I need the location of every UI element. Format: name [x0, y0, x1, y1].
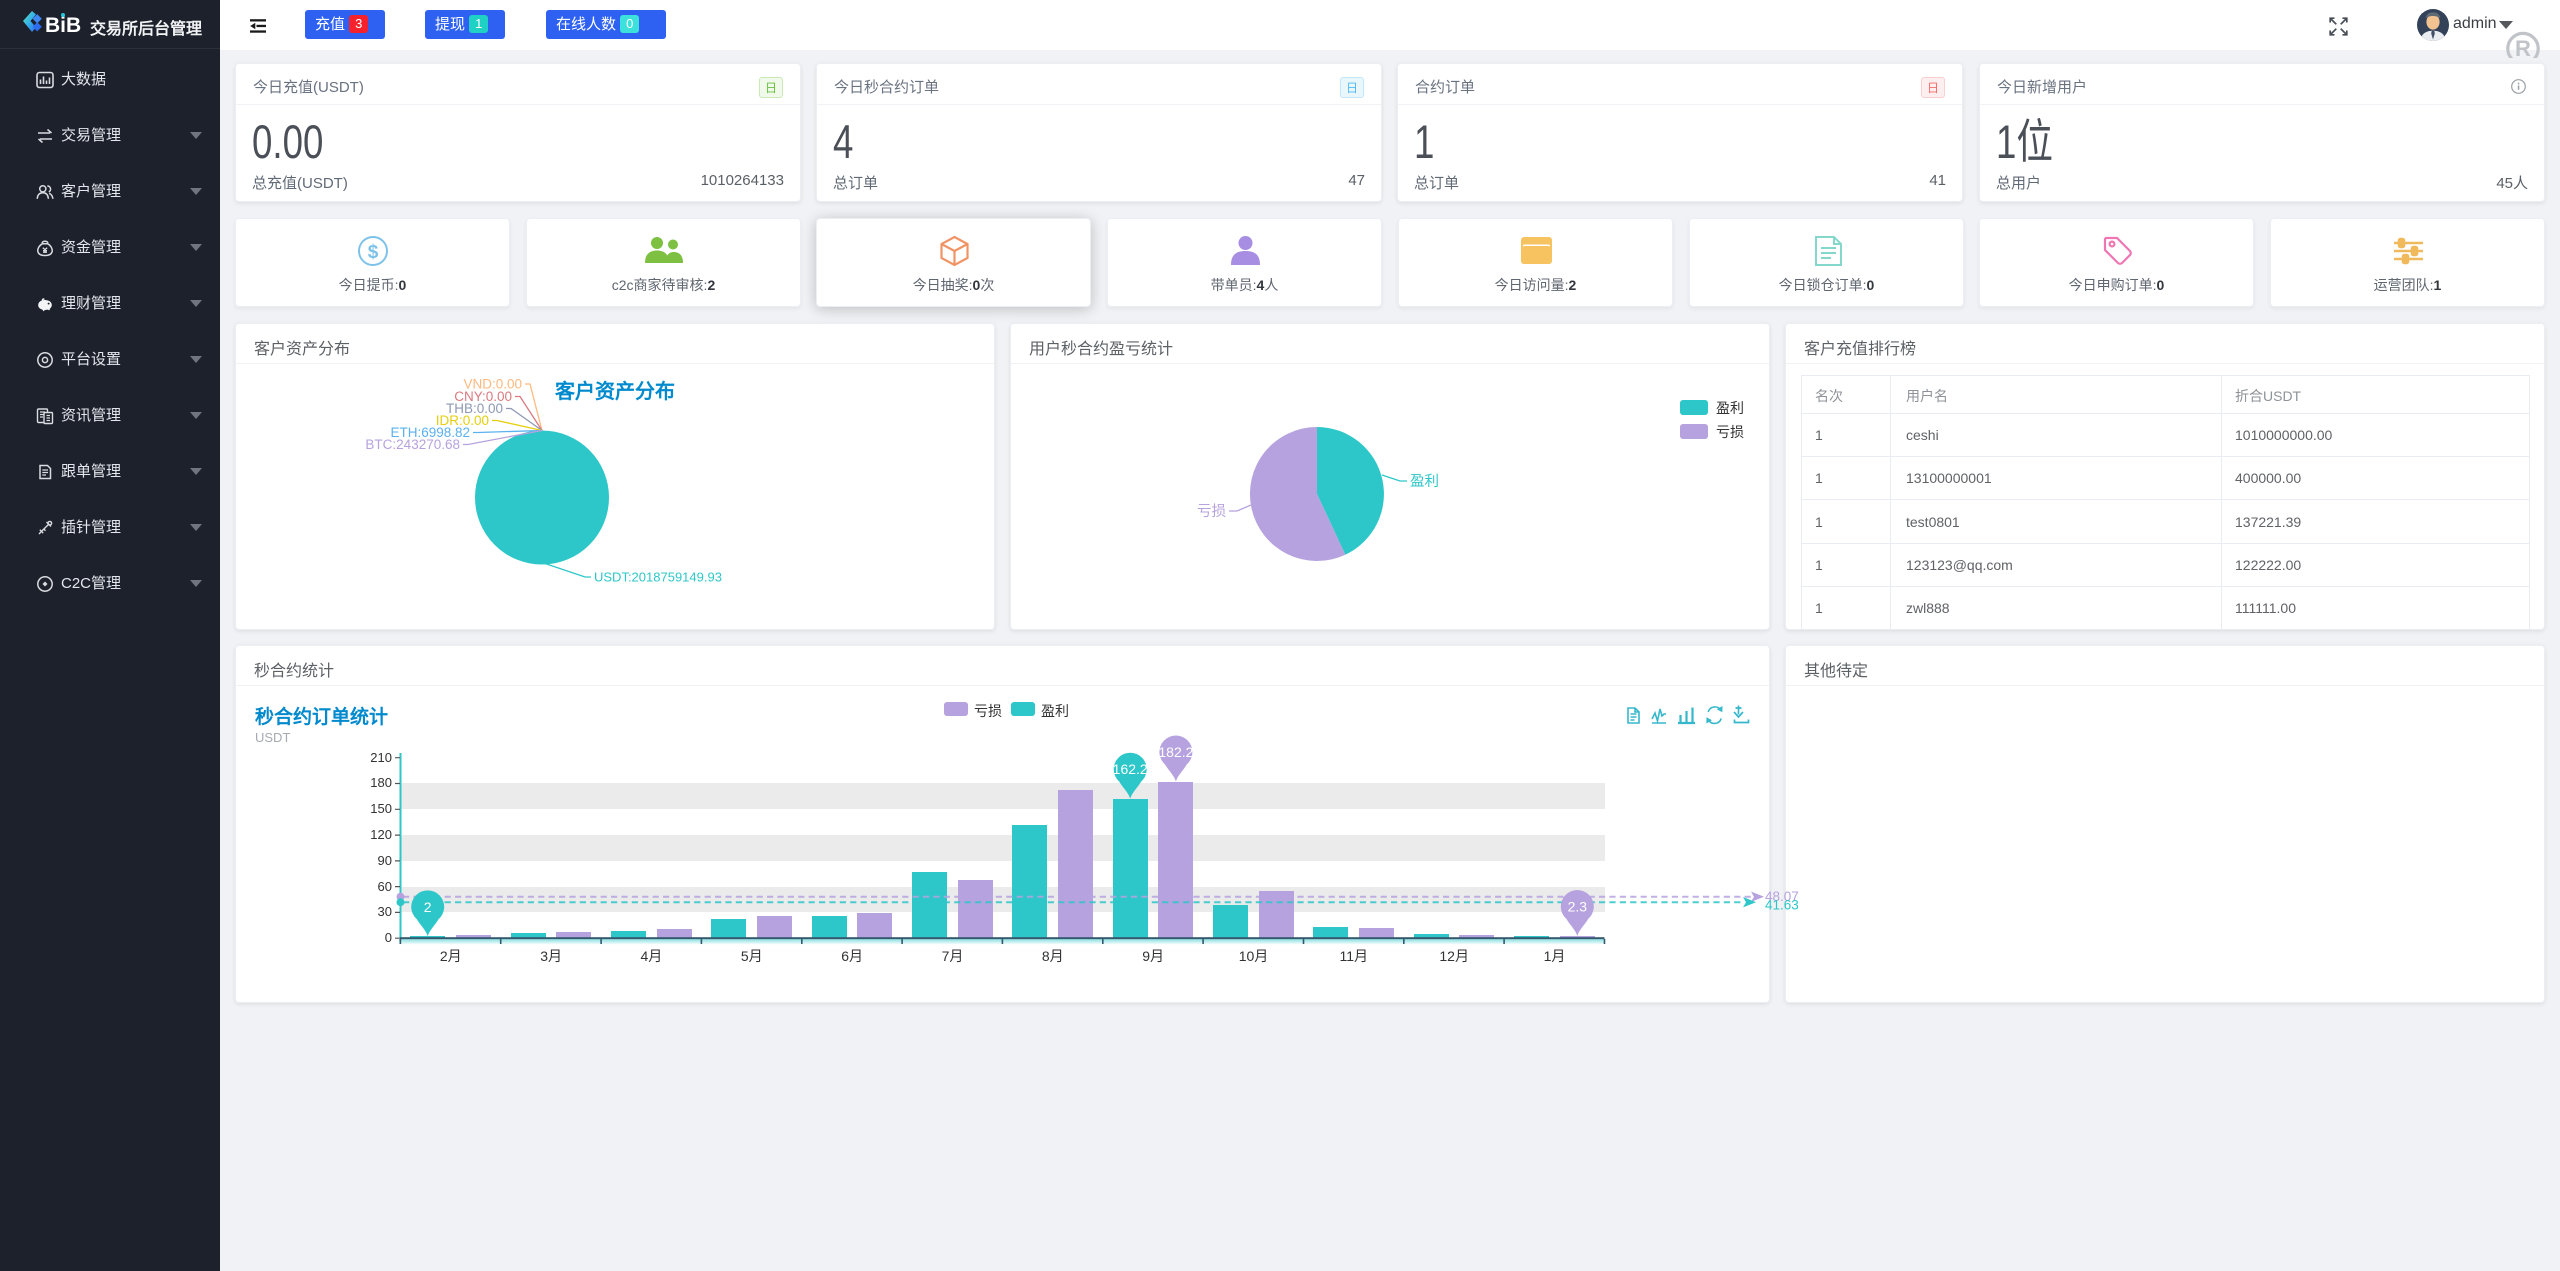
svg-text:客户资产分布: 客户资产分布	[554, 379, 675, 403]
svg-text:2: 2	[424, 899, 432, 915]
svg-text:亏损: 亏损	[1197, 503, 1226, 520]
svg-text:48.07: 48.07	[1765, 889, 1799, 904]
svg-text:R: R	[2515, 36, 2531, 58]
svg-text:ETH:6998.82: ETH:6998.82	[390, 425, 470, 440]
svg-text:盈利: 盈利	[1716, 400, 1744, 416]
svg-text:162.2: 162.2	[1113, 761, 1148, 777]
svg-text:182.2: 182.2	[1158, 744, 1193, 760]
svg-text:IDR:0.00: IDR:0.00	[436, 413, 489, 428]
svg-text:盈利: 盈利	[1410, 473, 1439, 490]
svg-text:41.63: 41.63	[1765, 898, 1799, 913]
svg-text:$: $	[368, 242, 379, 263]
svg-text:2.3: 2.3	[1568, 899, 1588, 915]
svg-text:CNY:0.00: CNY:0.00	[454, 389, 512, 404]
svg-text:VND:0.00: VND:0.00	[463, 377, 522, 392]
svg-text:USDT:2018759149.93: USDT:2018759149.93	[594, 570, 722, 585]
svg-text:亏损: 亏损	[1716, 424, 1744, 440]
svg-text:BTC:243270.68: BTC:243270.68	[365, 437, 460, 452]
svg-text:THB:0.00: THB:0.00	[446, 401, 503, 416]
